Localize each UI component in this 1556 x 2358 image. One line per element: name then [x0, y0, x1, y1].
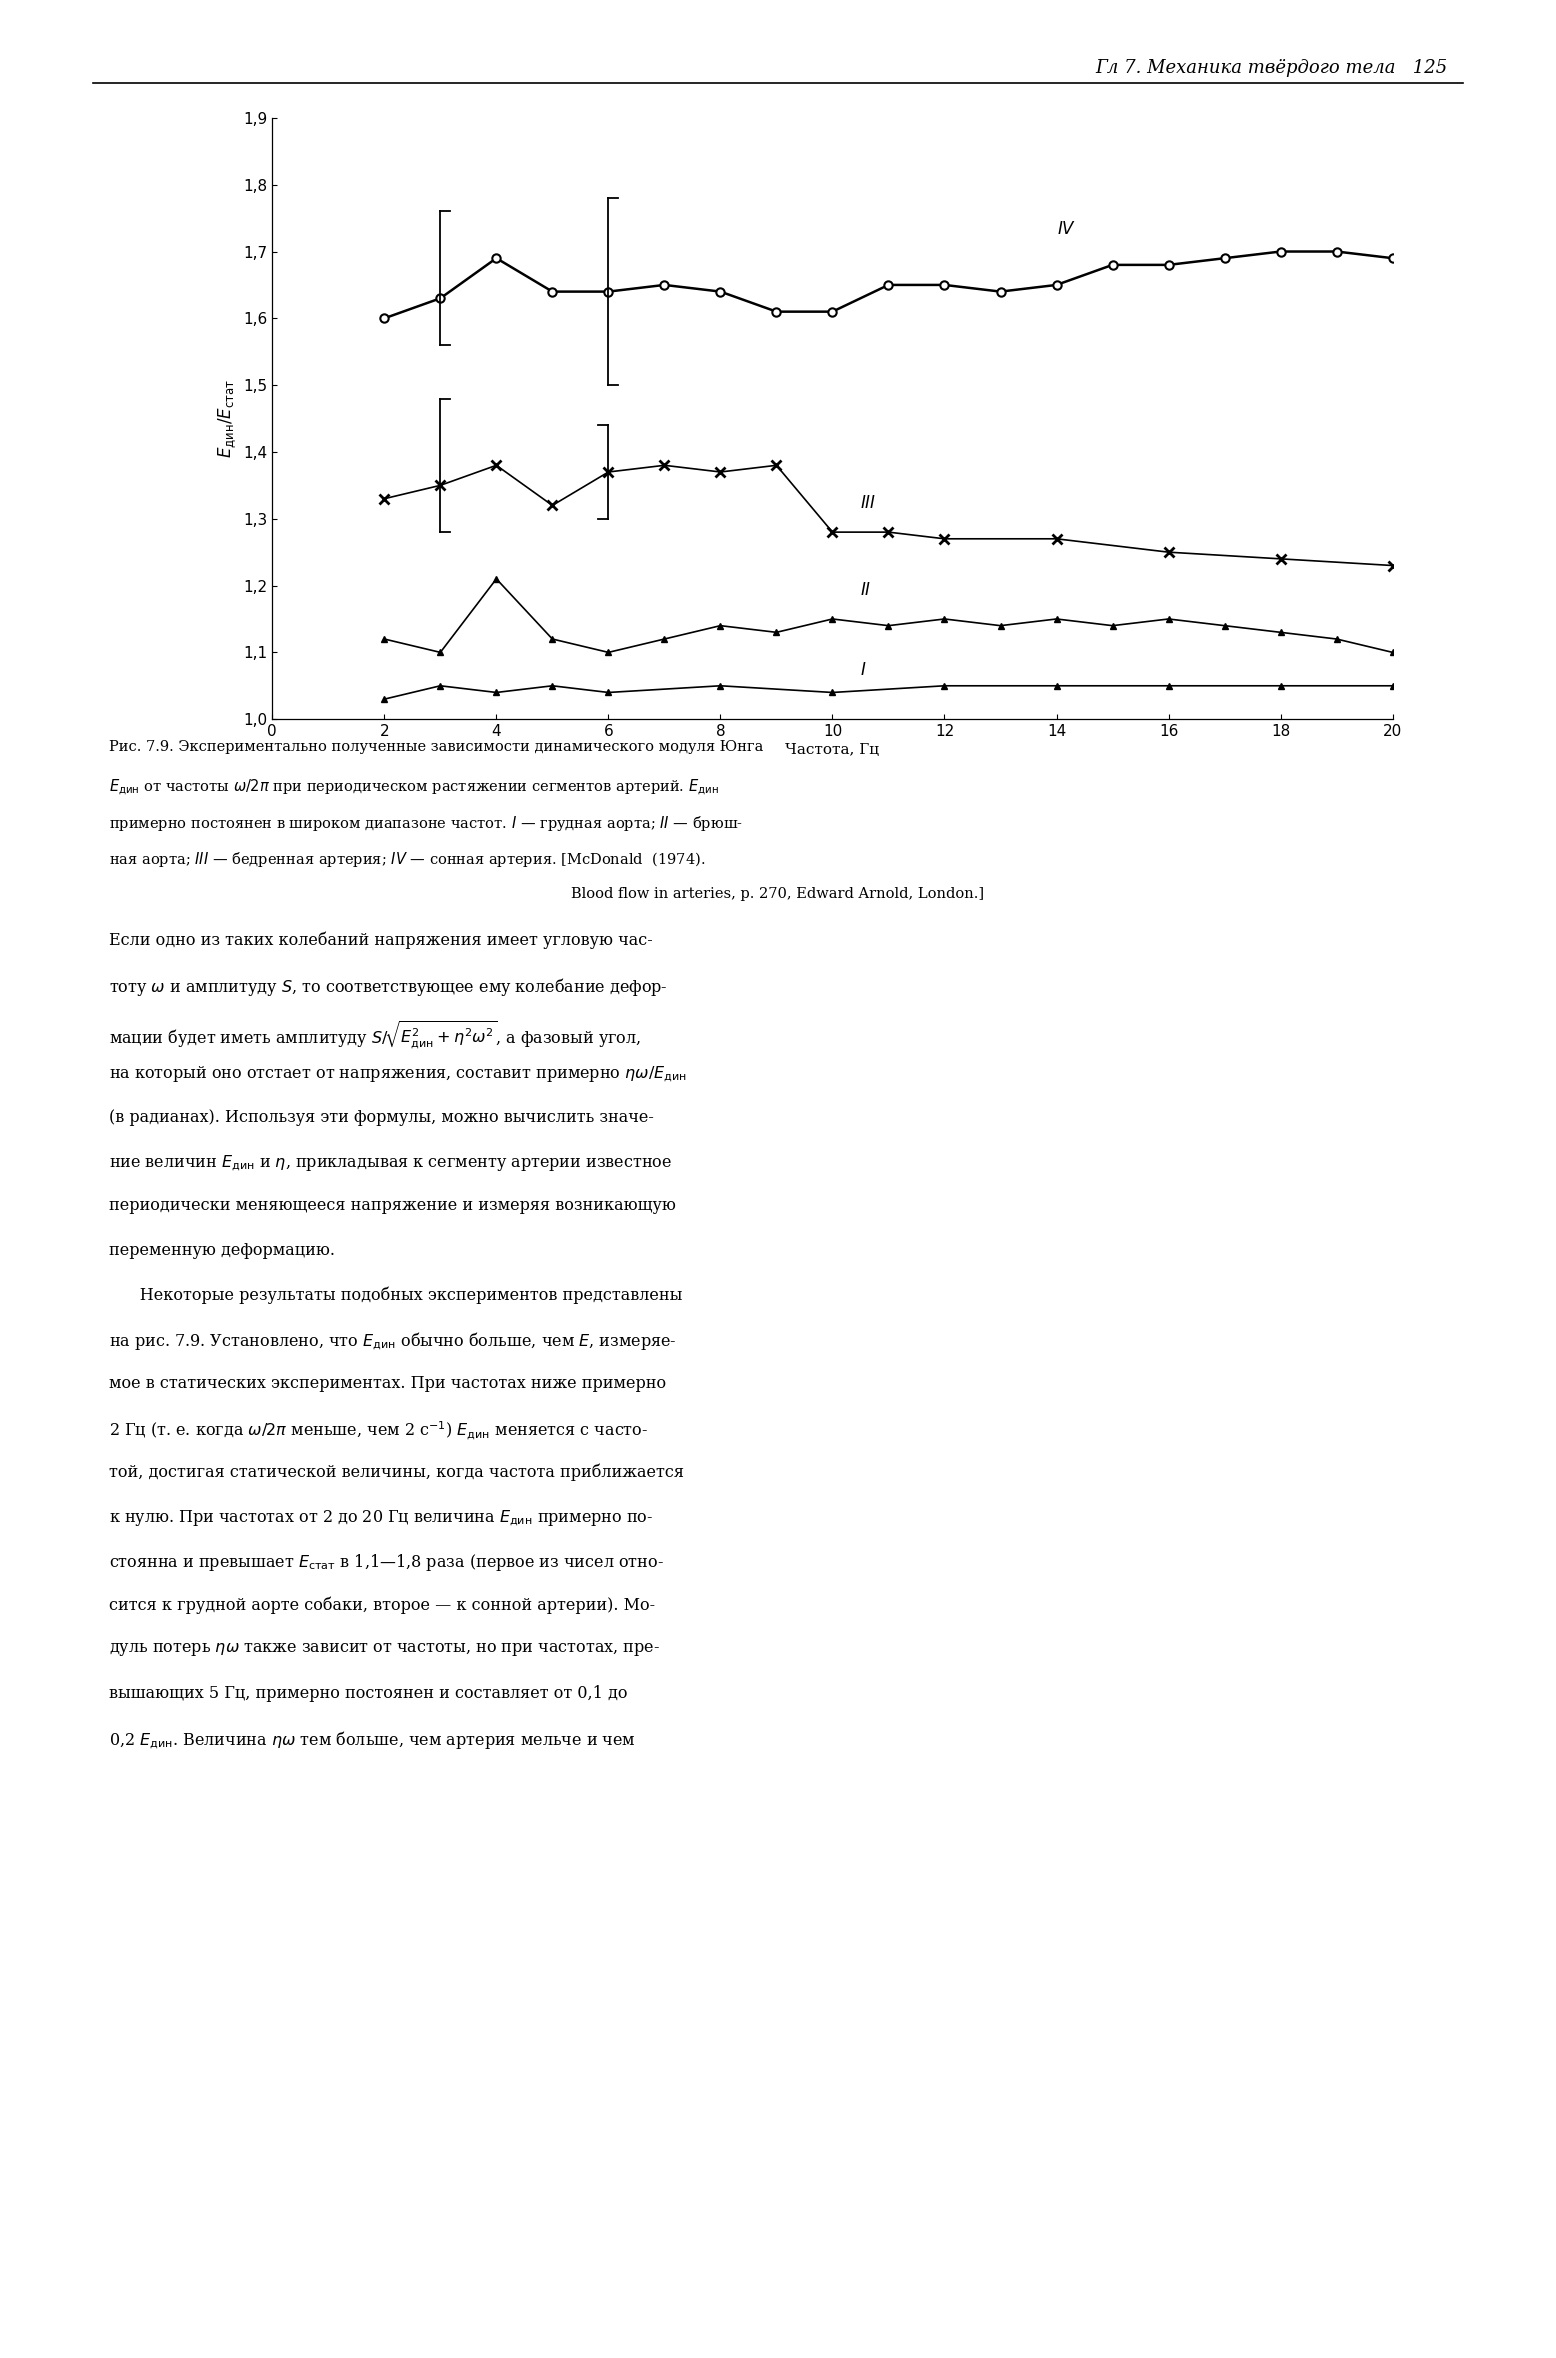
Text: Некоторые результаты подобных экспериментов представлены: Некоторые результаты подобных эксперимен… — [109, 1285, 682, 1304]
Text: 2 Гц (т. е. когда $\omega/2\pi$ меньше, чем 2 с$^{-1}$) $E_{\rm дин}$ меняется с: 2 Гц (т. е. когда $\omega/2\pi$ меньше, … — [109, 1420, 649, 1441]
X-axis label: Частота, Гц: Частота, Гц — [786, 743, 879, 757]
Text: мации будет иметь амплитуду $S/\!\sqrt{E^2_{\rm дин}+\eta^2\omega^2}$, а фазовый: мации будет иметь амплитуду $S/\!\sqrt{E… — [109, 1021, 641, 1052]
Text: примерно постоянен в широком диапазоне частот. $I$ — грудная аорта; $II$ — брюш-: примерно постоянен в широком диапазоне ч… — [109, 814, 742, 832]
Text: ние величин $E_{\rm дин}$ и $\eta$, прикладывая к сегменту артерии известное: ние величин $E_{\rm дин}$ и $\eta$, прик… — [109, 1153, 672, 1172]
Text: (в радианах). Используя эти формулы, можно вычислить значе-: (в радианах). Используя эти формулы, мож… — [109, 1108, 654, 1125]
Text: $IV$: $IV$ — [1057, 222, 1075, 238]
Text: вышающих 5 Гц, примерно постоянен и составляет от 0,1 до: вышающих 5 Гц, примерно постоянен и сост… — [109, 1686, 627, 1702]
Text: на рис. 7.9. Установлено, что $E_{\rm дин}$ обычно больше, чем $E$, измеряе-: на рис. 7.9. Установлено, что $E_{\rm ди… — [109, 1330, 677, 1353]
Text: тоту $\omega$ и амплитуду $S$, то соответствующее ему колебание дефор-: тоту $\omega$ и амплитуду $S$, то соотве… — [109, 976, 668, 997]
Text: $I$: $I$ — [860, 663, 867, 679]
Text: Рис. 7.9. Экспериментально полученные зависимости динамического модуля Юнга: Рис. 7.9. Экспериментально полученные за… — [109, 740, 764, 755]
Text: $II$: $II$ — [860, 582, 871, 599]
Text: Blood flow in arteries, p. 270, Edward Arnold, London.]: Blood flow in arteries, p. 270, Edward A… — [571, 887, 985, 901]
Text: $III$: $III$ — [860, 495, 876, 512]
Text: периодически меняющееся напряжение и измеряя возникающую: периодически меняющееся напряжение и изм… — [109, 1198, 675, 1214]
Text: дуль потерь $\eta\omega$ также зависит от частоты, но при частотах, пре-: дуль потерь $\eta\omega$ также зависит о… — [109, 1641, 660, 1658]
Text: к нулю. При частотах от 2 до 20 Гц величина $E_{\rm дин}$ примерно по-: к нулю. При частотах от 2 до 20 Гц велич… — [109, 1507, 654, 1528]
Text: Гл 7. Механика твёрдого тела   125: Гл 7. Механика твёрдого тела 125 — [1095, 59, 1447, 78]
Text: 0,2 $E_{\rm дин}$. Величина $\eta\omega$ тем больше, чем артерия мельче и чем: 0,2 $E_{\rm дин}$. Величина $\eta\omega$… — [109, 1728, 636, 1752]
Text: ная аорта; $III$ — бедренная артерия; $IV$ — сонная артерия. [McDonald  (1974).: ная аорта; $III$ — бедренная артерия; $I… — [109, 849, 705, 870]
Text: мое в статических экспериментах. При частотах ниже примерно: мое в статических экспериментах. При час… — [109, 1375, 666, 1391]
Text: переменную деформацию.: переменную деформацию. — [109, 1243, 335, 1259]
Text: $E_{\rm дин}$ от частоты $\omega/2\pi$ при периодическом растяжении сегментов ар: $E_{\rm дин}$ от частоты $\omega/2\pi$ п… — [109, 776, 719, 797]
Y-axis label: $E_{\rm дин}/E_{\rm стат}$: $E_{\rm дин}/E_{\rm стат}$ — [216, 380, 238, 457]
Text: сится к грудной аорте собаки, второе — к сонной артерии). Мо-: сится к грудной аорте собаки, второе — к… — [109, 1596, 655, 1613]
Text: на который оно отстает от напряжения, составит примерно $\eta\omega/E_{\rm дин}$: на который оно отстает от напряжения, со… — [109, 1063, 686, 1085]
Text: Если одно из таких колебаний напряжения имеет угловую час-: Если одно из таких колебаний напряжения … — [109, 931, 652, 948]
Text: той, достигая статической величины, когда частота приближается: той, достигая статической величины, когд… — [109, 1464, 685, 1481]
Text: стоянна и превышает $E_{\rm стат}$ в 1,1—1,8 раза (первое из чисел отно-: стоянна и превышает $E_{\rm стат}$ в 1,1… — [109, 1552, 664, 1573]
